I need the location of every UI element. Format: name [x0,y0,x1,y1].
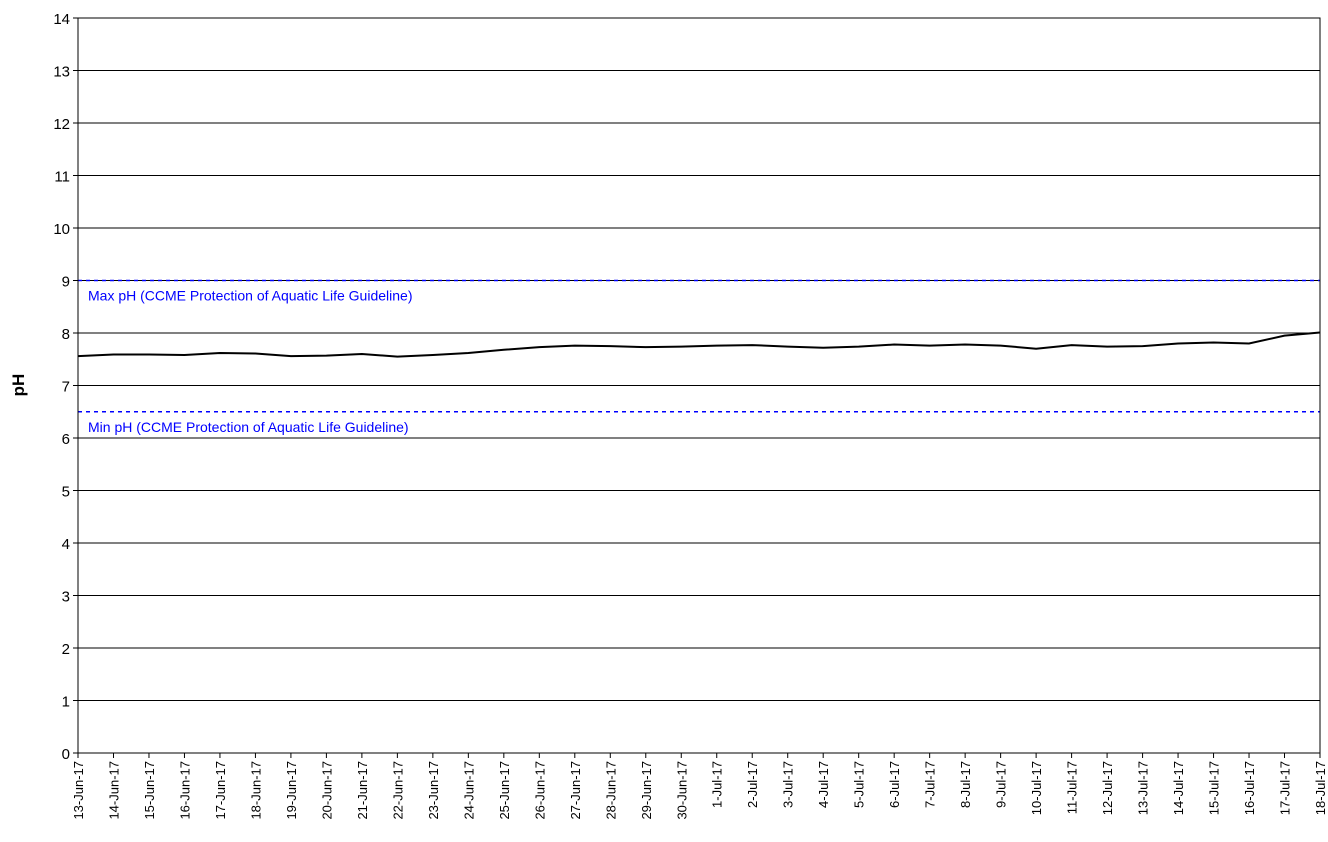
y-tick-label: 0 [62,746,70,763]
x-tick-label: 15-Jul-17 [1207,761,1222,815]
reference-label: Min pH (CCME Protection of Aquatic Life … [88,419,409,435]
x-tick-label: 19-Jun-17 [284,761,299,820]
x-tick-label: 27-Jun-17 [568,761,583,820]
x-tick-label: 4-Jul-17 [816,761,831,808]
y-tick-label: 1 [62,694,70,711]
y-axis-label: pH [9,374,28,397]
y-tick-label: 9 [62,274,70,291]
x-tick-label: 22-Jun-17 [390,761,405,820]
x-tick-label: 16-Jun-17 [177,761,192,820]
x-tick-label: 24-Jun-17 [461,761,476,820]
x-tick-label: 21-Jun-17 [355,761,370,820]
x-tick-label: 5-Jul-17 [852,761,867,808]
y-tick-label: 12 [53,116,70,133]
x-tick-label: 9-Jul-17 [994,761,1009,808]
x-tick-label: 10-Jul-17 [1029,761,1044,815]
data-line [77,331,1321,358]
x-tick-label: 14-Jul-17 [1171,761,1186,815]
y-tick-label: 14 [53,11,70,28]
x-tick-label: 18-Jul-17 [1313,761,1328,815]
x-tick-label: 25-Jun-17 [497,761,512,820]
y-tick-label: 2 [62,641,70,658]
y-tick-label: 3 [62,589,70,606]
x-tick-label: 7-Jul-17 [923,761,938,808]
x-tick-label: 11-Jul-17 [1065,761,1080,814]
reference-label: Max pH (CCME Protection of Aquatic Life … [88,288,412,304]
y-tick-label: 10 [53,221,70,238]
x-tick-label: 15-Jun-17 [142,761,157,820]
x-tick-label: 2-Jul-17 [745,761,760,808]
y-tick-label: 8 [62,326,70,343]
y-tick-label: 4 [62,536,70,553]
x-tick-label: 20-Jun-17 [319,761,334,820]
x-tick-label: 3-Jul-17 [781,761,796,808]
x-tick-label: 13-Jul-17 [1136,761,1151,815]
x-tick-label: 16-Jul-17 [1242,761,1257,815]
y-tick-label: 11 [54,169,70,186]
x-tick-label: 6-Jul-17 [887,761,902,808]
x-tick-label: 13-Jun-17 [71,761,86,820]
plot-border [77,17,1321,754]
x-tick-label: 14-Jun-17 [106,761,121,820]
x-tick-label: 23-Jun-17 [426,761,441,820]
x-tick-label: 28-Jun-17 [603,761,618,820]
x-tick-label: 8-Jul-17 [958,761,973,808]
x-tick-label: 30-Jun-17 [674,761,689,820]
x-tick-label: 26-Jun-17 [532,761,547,820]
y-tick-label: 7 [62,379,70,396]
x-tick-label: 17-Jun-17 [213,761,228,820]
y-tick-label: 13 [53,64,70,81]
y-tick-label: 6 [62,431,70,448]
x-tick-label: 18-Jun-17 [248,761,263,820]
x-tick-label: 12-Jul-17 [1100,761,1115,815]
y-tick-label: 5 [62,484,70,501]
x-tick-label: 1-Jul-17 [710,761,725,808]
x-tick-label: 17-Jul-17 [1278,761,1293,815]
x-tick-label: 29-Jun-17 [639,761,654,820]
